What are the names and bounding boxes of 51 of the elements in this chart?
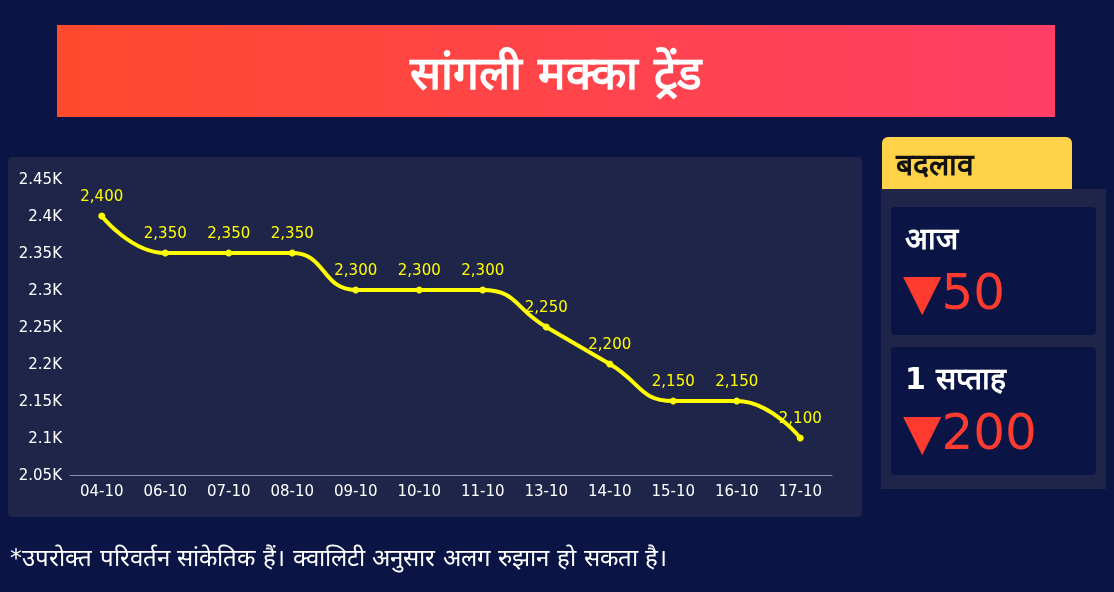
data-label: 2,350: [207, 224, 251, 242]
x-tick-label: 07-10: [206, 481, 251, 500]
point: [796, 434, 804, 442]
data-label: 2,250: [524, 298, 568, 316]
data-label: 2,300: [397, 261, 441, 279]
x-tick-label: 13-10: [524, 481, 569, 500]
y-tick-label: 2.25K: [18, 318, 64, 336]
data-label: 2,300: [334, 261, 378, 279]
data-label: 2,150: [651, 372, 695, 390]
chart-title: सांगली मक्का ट्रेंड: [57, 25, 1055, 117]
data-label: 2,200: [588, 335, 632, 353]
y-tick-label: 2.1K: [28, 429, 64, 447]
y-tick-label: 2.45K: [18, 170, 64, 188]
text: ▼50: [903, 263, 1006, 321]
x-tick-label: 14-10: [587, 481, 632, 500]
x-tick-label: 08-10: [270, 481, 315, 500]
data-label: 2,350: [270, 224, 314, 242]
point: [98, 212, 106, 220]
point: [415, 286, 423, 294]
x-tick-label: 15-10: [651, 481, 696, 500]
y-tick-label: 2.3K: [28, 281, 64, 299]
text: *उपरोक्त परिवर्तन सांकेतिक हैं। क्वालिटी अनुसार अलग रुझान हो सकता है।: [10, 543, 668, 573]
text: बदलाव: [882, 137, 1072, 189]
point: [479, 286, 487, 294]
x-tick-label: 06-10: [143, 481, 188, 500]
x-tick-label: 10-10: [397, 481, 442, 500]
point: [606, 360, 614, 368]
x-tick-label: 16-10: [714, 481, 759, 500]
point: [352, 286, 360, 294]
text: 1 सप्ताह: [905, 360, 1007, 398]
x-tick-label: 09-10: [333, 481, 378, 500]
point: [225, 249, 233, 257]
data-label: 2,400: [80, 187, 124, 205]
text: ▼200: [903, 403, 1037, 461]
y-tick-label: 2.15K: [18, 392, 64, 410]
x-tick-label: 17-10: [778, 481, 823, 500]
point: [669, 397, 677, 405]
point: [288, 249, 296, 257]
point: [733, 397, 741, 405]
y-tick-label: 2.05K: [18, 466, 64, 484]
y-tick-label: 2.2K: [28, 355, 64, 373]
x-tick-label: 04-10: [79, 481, 124, 500]
x-tick-label: 11-10: [460, 481, 505, 500]
point: [542, 323, 550, 331]
data-label: 2,150: [715, 372, 759, 390]
point: [161, 249, 169, 257]
y-tick-label: 2.35K: [18, 244, 64, 262]
text: आज: [905, 220, 958, 258]
data-label: 2,350: [143, 224, 187, 242]
data-label: 2,300: [461, 261, 505, 279]
y-tick-label: 2.4K: [28, 207, 64, 225]
